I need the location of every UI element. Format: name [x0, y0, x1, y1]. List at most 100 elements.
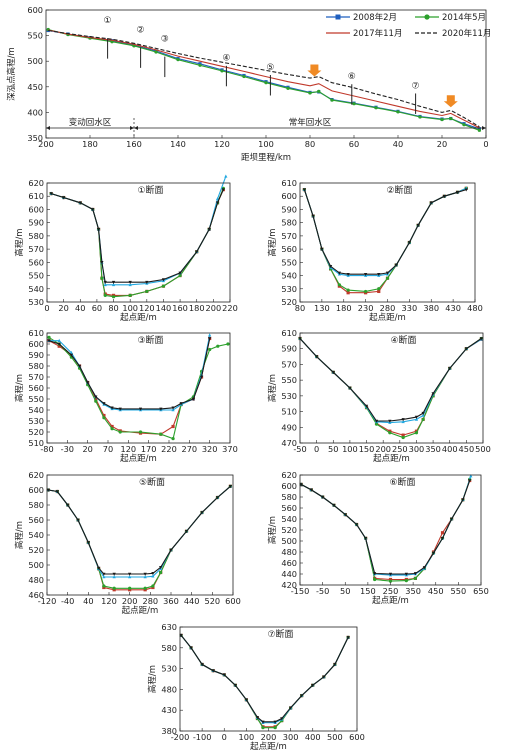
data-point	[416, 224, 420, 228]
y-tick-label: 630	[161, 622, 177, 632]
series-s2	[179, 633, 350, 730]
data-point	[421, 417, 425, 422]
x-tick-label: -200	[171, 732, 190, 742]
y-tick-label: 500	[28, 560, 44, 570]
y-tick-label: 600	[27, 5, 43, 15]
x-tick-label: 50	[328, 444, 338, 454]
x-tick-label: 450	[428, 586, 444, 596]
y-tick-label: 610	[28, 328, 44, 338]
x-tick-label: 500	[475, 444, 491, 454]
y-tick-label: 580	[281, 492, 297, 502]
x-tick-label: 100	[239, 732, 255, 742]
data-point	[57, 344, 61, 348]
profile-series-s4	[48, 29, 480, 128]
y-tick-label: 550	[281, 257, 297, 267]
y-tick-label: 620	[28, 470, 44, 480]
x-tick-label: 100	[122, 303, 138, 313]
data-point	[102, 572, 106, 576]
section-label: ③	[161, 34, 169, 44]
y-tick-label: 530	[161, 664, 177, 674]
series-line	[48, 29, 480, 129]
data-point	[308, 91, 312, 95]
x-axis-label: 起点距/m	[120, 313, 157, 323]
data-point	[110, 424, 114, 429]
x-tick-label: 120	[121, 444, 137, 454]
data-point	[145, 289, 149, 294]
y-tick-label: 400	[27, 107, 43, 117]
y-tick-label: 490	[281, 422, 297, 432]
data-point	[401, 435, 405, 440]
y-tick-label: 460	[28, 590, 44, 600]
y-tick-label: 590	[281, 204, 297, 214]
panel-title: ⑥断面	[389, 476, 415, 488]
data-point	[404, 579, 408, 583]
data-point	[161, 278, 166, 282]
data-point	[413, 572, 417, 576]
data-point	[94, 399, 98, 403]
data-point	[128, 572, 132, 576]
y-tick-label: 600	[28, 485, 44, 495]
series-line	[300, 475, 472, 576]
y-tick-label: 530	[281, 284, 297, 294]
chart-s3: -80 -30 20 70 120 170 220 270 320 370 510520530540…	[14, 328, 238, 464]
x-tick-label: 300	[283, 732, 299, 742]
data-point	[468, 479, 472, 483]
x-axis-label: 起点距/m	[120, 454, 157, 464]
data-point	[66, 503, 70, 507]
data-point	[151, 584, 155, 588]
data-point	[477, 128, 481, 132]
x-tick-label: 220	[161, 444, 177, 454]
x-tick-label: 330	[402, 303, 418, 313]
series-s1	[47, 336, 212, 436]
y-axis-label: 深泓点高程/m	[6, 47, 17, 101]
y-tick-label: 420	[281, 580, 297, 590]
x-tick-label: 200	[375, 444, 391, 454]
data-point	[329, 265, 333, 269]
data-point	[86, 381, 90, 385]
data-point	[102, 584, 106, 588]
data-point	[49, 192, 53, 196]
x-tick-label: -50	[293, 444, 306, 454]
series-line	[48, 29, 480, 130]
data-point	[224, 174, 228, 178]
data-point	[289, 706, 293, 710]
y-tick-label: 570	[281, 231, 297, 241]
y-tick-label: 600	[28, 339, 44, 349]
series-line	[51, 188, 224, 298]
series-s2	[302, 186, 468, 294]
section-label: ⑤	[266, 63, 274, 73]
data-point	[103, 282, 107, 287]
data-point	[414, 417, 419, 421]
series-line	[180, 634, 349, 729]
data-point	[208, 333, 212, 337]
data-point	[171, 437, 175, 441]
y-tick-label: 620	[28, 178, 44, 188]
chart-s5: -120 -40 40 120 200 280 360 440 520 600 460 480 500 5…	[14, 470, 241, 616]
plot-frame	[46, 332, 231, 444]
data-point	[215, 196, 220, 201]
data-point	[100, 276, 104, 280]
data-point	[207, 227, 211, 232]
x-tick-label: 20	[82, 444, 92, 454]
series-line	[48, 485, 231, 589]
data-point	[374, 106, 378, 110]
data-point	[321, 495, 325, 499]
data-point	[264, 81, 268, 85]
data-point	[461, 498, 465, 502]
data-point	[77, 364, 82, 368]
data-point	[102, 416, 106, 420]
y-tick-label: 600	[281, 481, 297, 491]
x-tick-label: 160	[172, 303, 188, 313]
chart-s7: -200 -100 0 100 200 300 400 500 600 380 430 480 530 5…	[147, 622, 365, 752]
data-point	[143, 572, 147, 576]
data-point	[198, 63, 202, 67]
zone-arrow	[130, 126, 134, 130]
data-point	[208, 337, 212, 341]
data-point	[464, 188, 468, 192]
data-point	[179, 402, 183, 406]
x-tick-label: -30	[61, 444, 74, 454]
data-point	[448, 367, 452, 371]
y-tick-label: 530	[281, 391, 297, 401]
x-tick-label: 0	[44, 303, 49, 313]
data-point	[332, 503, 336, 508]
